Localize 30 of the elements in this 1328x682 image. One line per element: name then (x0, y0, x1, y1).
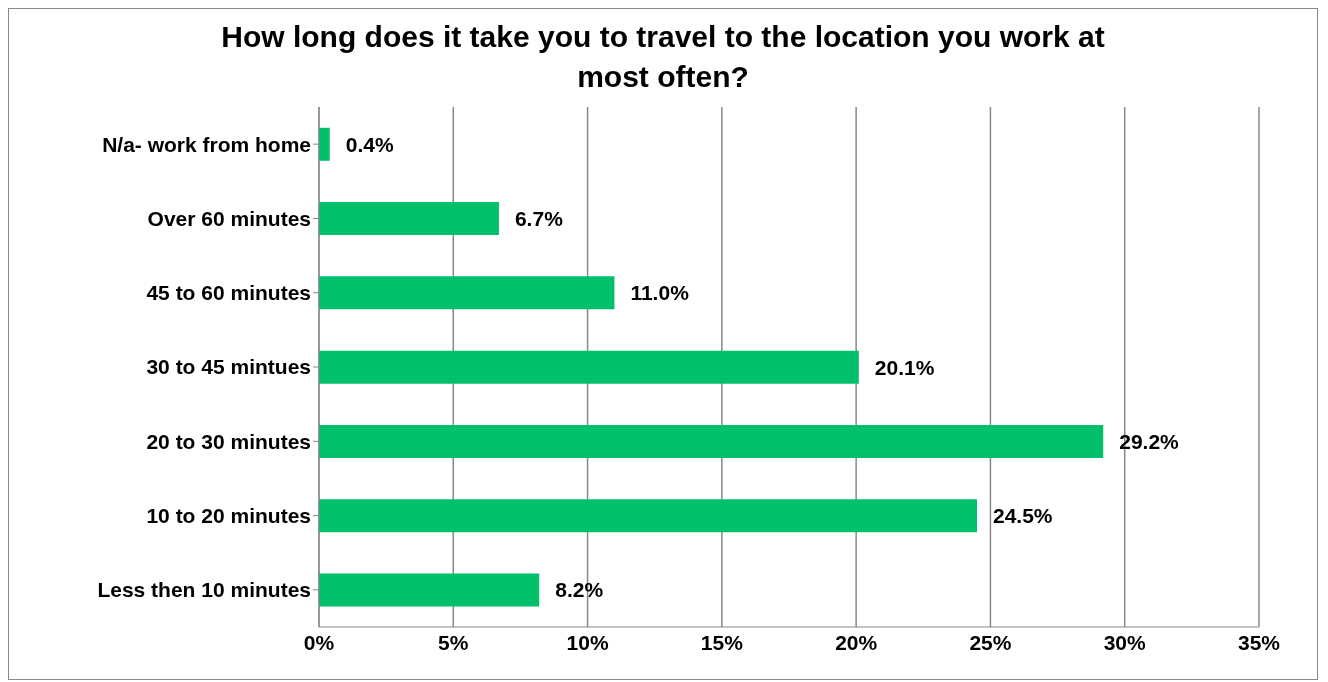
x-tick-label: 10% (566, 630, 609, 654)
y-tick-label: N/a- work from home (102, 132, 311, 156)
x-tick-label: 15% (700, 630, 744, 654)
bar (319, 499, 977, 533)
x-tick-label: 5% (438, 630, 469, 654)
y-tick-label: 30 to 45 mintues (146, 355, 311, 379)
chart-title: How long does it take you to travel to the location you work at most often? (220, 19, 1106, 95)
y-tick-label: 45 to 60 minutes (146, 281, 311, 305)
x-tick-label: 0% (303, 630, 335, 654)
x-tick-label: 20% (835, 630, 878, 654)
y-tick-label: Over 60 minutes (147, 206, 311, 230)
data-label: 0.4% (345, 132, 394, 156)
bar (319, 127, 330, 161)
bar (319, 350, 859, 384)
bar (319, 424, 1104, 458)
data-label: 11.0% (630, 281, 690, 305)
y-tick-label: 20 to 30 minutes (146, 429, 311, 453)
y-tick-label: Less then 10 minutes (97, 578, 311, 602)
bar (319, 573, 540, 607)
data-label: 8.2% (555, 578, 604, 602)
data-label: 24.5% (993, 504, 1053, 528)
bar (319, 276, 615, 310)
x-tick-label: 25% (969, 630, 1012, 654)
y-tick-label: 10 to 20 minutes (146, 504, 311, 528)
x-tick-label: 30% (1103, 630, 1147, 654)
x-tick-label: 35% (1237, 630, 1281, 654)
bar (319, 202, 499, 236)
data-label: 6.7% (514, 207, 564, 231)
data-label: 29.2% (1119, 429, 1180, 453)
data-label: 20.1% (874, 355, 935, 379)
